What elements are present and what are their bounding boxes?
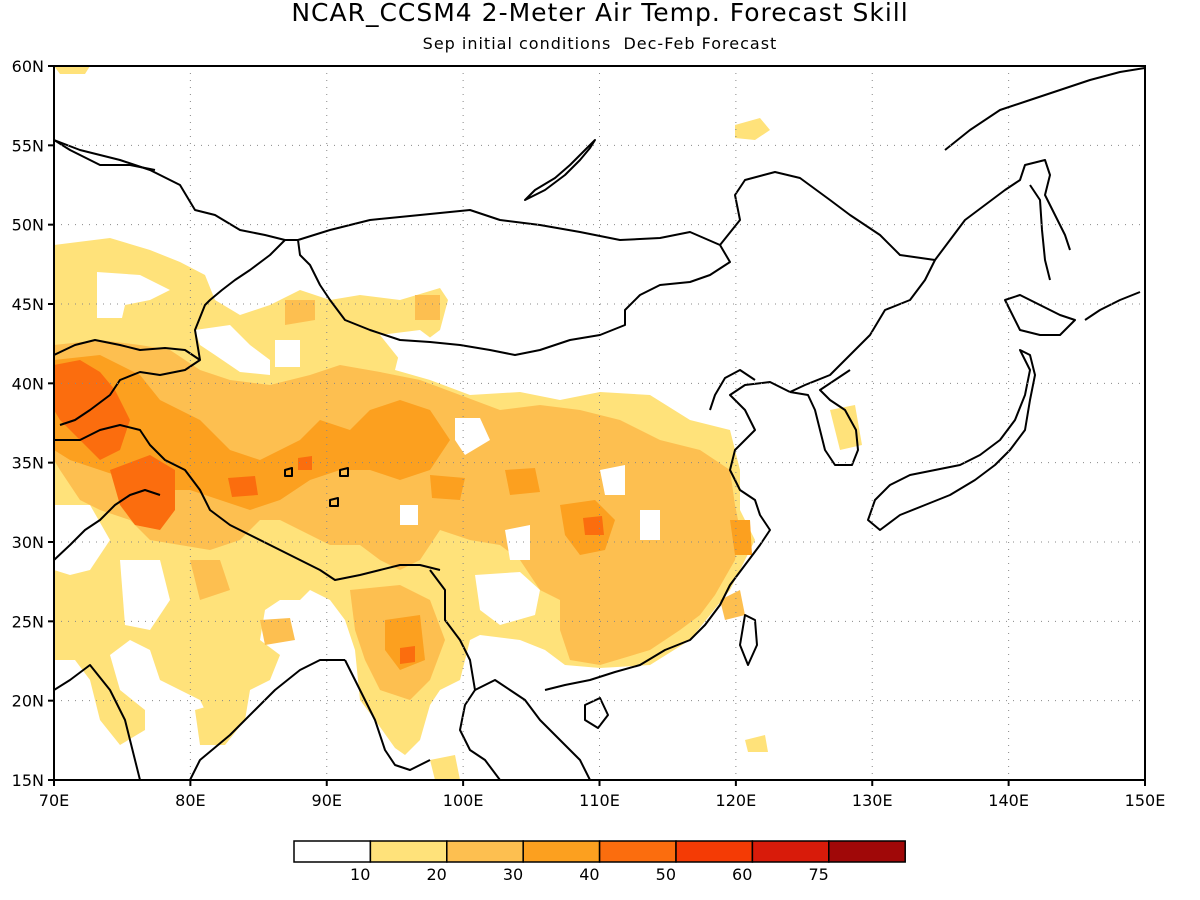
lon-tick-label: 110E xyxy=(579,791,620,810)
skill-band-below-10 xyxy=(54,272,660,630)
sakhalin-island xyxy=(1029,184,1051,281)
skill-band-40-50 xyxy=(54,360,604,664)
xinjiang-border xyxy=(194,239,286,361)
colorbar-swatch xyxy=(369,840,448,863)
skill-field xyxy=(54,66,862,780)
kuril-islands xyxy=(1084,291,1141,321)
colorbar-label: 60 xyxy=(732,865,752,884)
colorbar-label: 20 xyxy=(426,865,446,884)
colorbar-swatch xyxy=(675,840,754,863)
gridlines xyxy=(54,66,1145,780)
colorbar-label: 50 xyxy=(656,865,676,884)
lon-tick-label: 130E xyxy=(852,791,893,810)
taiwan-island xyxy=(739,614,758,666)
siberia-border xyxy=(54,139,156,171)
coastlines-and-borders xyxy=(54,67,1145,780)
lat-tick-label: 60N xyxy=(12,57,44,76)
lon-tick-label: 140E xyxy=(988,791,1029,810)
russia-far-east-coast xyxy=(934,159,1071,261)
lat-tick-label: 40N xyxy=(12,374,44,393)
colorbar-swatch xyxy=(522,840,601,863)
hainan-island xyxy=(584,697,609,729)
skill-band-20-30 xyxy=(54,295,745,700)
lat-tick-label: 30N xyxy=(12,533,44,552)
hokkaido-island xyxy=(1004,294,1076,336)
lat-tick-label: 20N xyxy=(12,692,44,711)
colorbar-swatch xyxy=(598,840,677,863)
colorbar-label: 40 xyxy=(579,865,599,884)
lat-tick-label: 25N xyxy=(12,612,44,631)
bangladesh-coast xyxy=(189,659,345,780)
axis-ticks: 70E 80E 90E 100E 110E 120E 130E 140E 150E 15N 20N 2… xyxy=(12,57,1166,810)
japan-islands xyxy=(867,349,1036,531)
map-title: NCAR_CCSM4 2-Meter Air Temp. Forecast Sk… xyxy=(291,0,909,27)
map-subtitle: Sep initial conditions Dec-Feb Forecast xyxy=(422,34,778,53)
lat-tick-label: 15N xyxy=(12,771,44,790)
laos-vietnam-border xyxy=(474,679,591,780)
lat-tick-label: 35N xyxy=(12,454,44,473)
tibet-lakes xyxy=(284,467,349,507)
lon-tick-label: 70E xyxy=(39,791,69,810)
kazakhstan-border xyxy=(54,139,298,241)
lon-tick-label: 90E xyxy=(312,791,342,810)
myanmar-coast xyxy=(344,659,431,771)
colorbar: 10 20 30 40 50 60 75 xyxy=(293,840,906,884)
lake-baikal xyxy=(524,139,596,201)
korea-peninsula xyxy=(789,369,859,466)
south-central-asia-borders xyxy=(54,424,441,581)
colorbar-swatch xyxy=(293,840,372,863)
lon-tick-label: 80E xyxy=(175,791,205,810)
northeast-china-border xyxy=(719,171,936,393)
india-coast xyxy=(54,664,141,780)
lon-tick-label: 100E xyxy=(443,791,484,810)
lat-tick-label: 55N xyxy=(12,136,44,155)
colorbar-swatch xyxy=(446,840,524,863)
lat-tick-label: 50N xyxy=(12,216,44,235)
central-asia-borders xyxy=(54,339,201,426)
colorbar-swatch xyxy=(751,840,830,863)
colorbar-swatch xyxy=(828,840,906,863)
okhotsk-coast xyxy=(944,67,1145,151)
lat-tick-label: 45N xyxy=(12,295,44,314)
mongolia-border xyxy=(297,209,731,356)
pakistan-india-border xyxy=(54,489,161,561)
lon-tick-label: 150E xyxy=(1125,791,1166,810)
bohai-coast xyxy=(709,369,756,411)
lon-tick-label: 120E xyxy=(716,791,757,810)
colorbar-label: 75 xyxy=(808,865,828,884)
colorbar-label: 30 xyxy=(503,865,523,884)
colorbar-label: 10 xyxy=(350,865,370,884)
south-china-coast xyxy=(544,381,791,691)
